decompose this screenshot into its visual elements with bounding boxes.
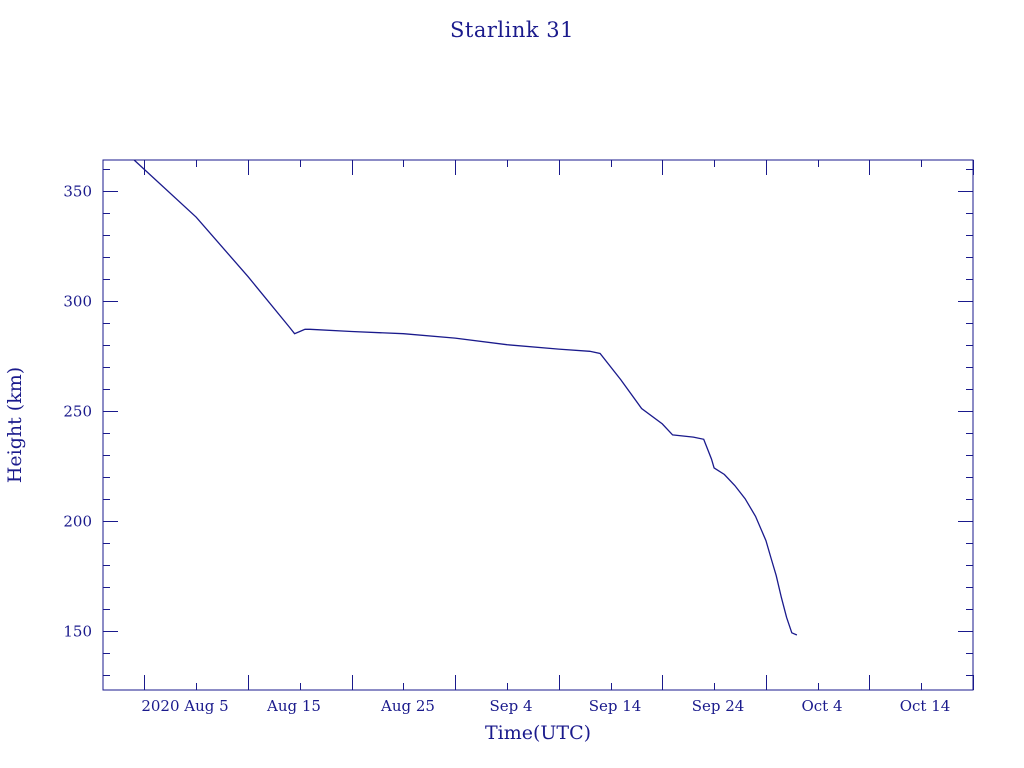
x-tick-label: Oct 4: [801, 697, 842, 715]
ticks: 150 200 250 300 350 2020 Aug 5 Aug 15 Aug 25 Sep…: [63, 160, 974, 715]
x-tick-label: Sep 4: [489, 697, 532, 715]
y-tick-label: 200: [63, 513, 92, 531]
y-axis-label: Height (km): [4, 367, 26, 483]
x-axis-label: Time(UTC): [485, 722, 591, 744]
y-tick-label: 150: [63, 623, 92, 641]
y-tick-label: 300: [63, 293, 92, 311]
x-tick-label: Oct 14: [900, 697, 951, 715]
series-group: [133, 159, 798, 636]
x-tick-label: Sep 24: [692, 697, 745, 715]
x-tick-label: Aug 15: [266, 697, 321, 715]
y-tick-label: 250: [63, 403, 92, 421]
x-tick-label: Aug 25: [380, 697, 435, 715]
series-line-height: [133, 159, 798, 636]
x-tick-label: 2020 Aug 5: [141, 697, 228, 715]
y-tick-label: 350: [63, 183, 92, 201]
chart-title: Starlink 31: [450, 18, 574, 42]
plot-frame: [102, 159, 974, 691]
x-tick-label: Sep 14: [589, 697, 642, 715]
